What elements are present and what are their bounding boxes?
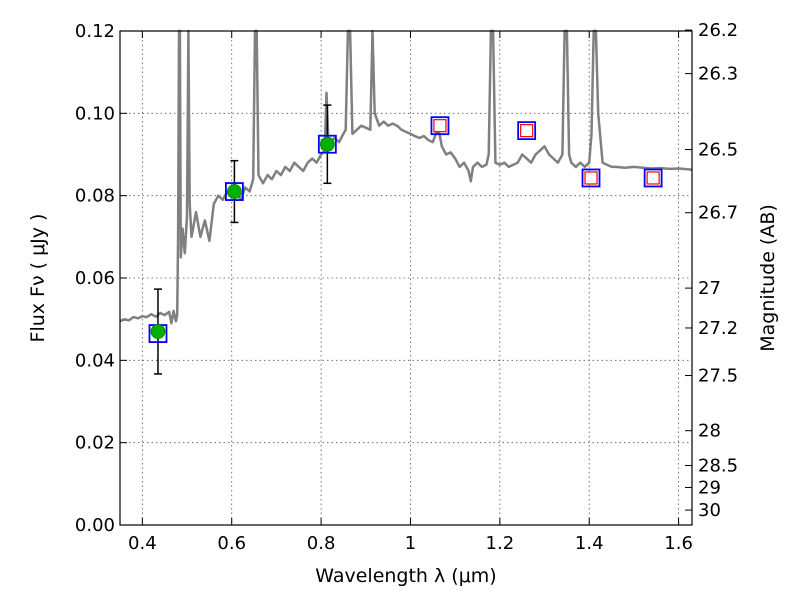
y2-tick-label: 30 [698,500,721,521]
model-photometry-square [643,168,663,188]
model-spectrum-line [119,29,693,325]
y-tick-label: 0.10 [75,103,115,124]
y-tick-label: 0.08 [75,186,115,207]
y-tick-label: 0.06 [75,268,115,289]
x-tick-label: 1.4 [575,533,604,554]
y-tick-label: 0.02 [75,433,115,454]
y-axis-title: Flux Fν ( μJy ) [27,214,49,343]
y2-axis-title: Magnitude (AB) [757,204,779,352]
x-tick-label: 1.2 [486,533,515,554]
chart-series [119,29,693,325]
x-tick-label: 0.6 [217,533,246,554]
x-tick-label: 1 [405,533,416,554]
model-photometry-square [430,116,450,136]
x-tick-label: 0.4 [128,533,157,554]
observed-point [226,184,242,199]
photometry-markers [148,104,663,375]
axis-ticks: 0.4 0.6 0.8 1 1.2 1.4 1.6 0.00 0.02 0.04 0.06 0.08 0… [75,20,738,554]
x-tick-label: 0.8 [307,533,336,554]
upper-limit-square [520,124,534,138]
model-photometry-square [581,168,601,188]
observed-point [319,136,335,152]
y2-tick-label: 26.5 [698,140,738,161]
upper-limit-square [433,119,447,133]
y2-tick-label: 27 [698,278,721,299]
grid-lines [120,30,692,526]
x-tick-label: 1.6 [664,533,693,554]
upper-limit-square [646,171,660,185]
y2-tick-label: 27.5 [698,366,738,387]
y2-tick-label: 26.7 [698,203,738,224]
y2-tick-label: 29 [698,477,721,498]
model-photometry-square [317,134,337,154]
y-tick-label: 0.12 [75,21,115,42]
model-photometry-square [517,121,537,141]
y2-tick-label: 27.2 [698,318,738,339]
y2-tick-label: 28 [698,421,721,442]
model-photometry-square [224,182,244,201]
x-axis-title: Wavelength λ (μm) [315,565,496,587]
y-tick-label: 0.04 [75,350,115,371]
y2-tick-label: 28.5 [698,455,738,476]
observed-point [150,324,166,339]
y2-tick-label: 26.3 [698,64,738,85]
y-tick-label: 0.00 [75,515,115,536]
upper-limit-square [584,171,598,185]
y2-tick-label: 26.2 [698,20,738,41]
